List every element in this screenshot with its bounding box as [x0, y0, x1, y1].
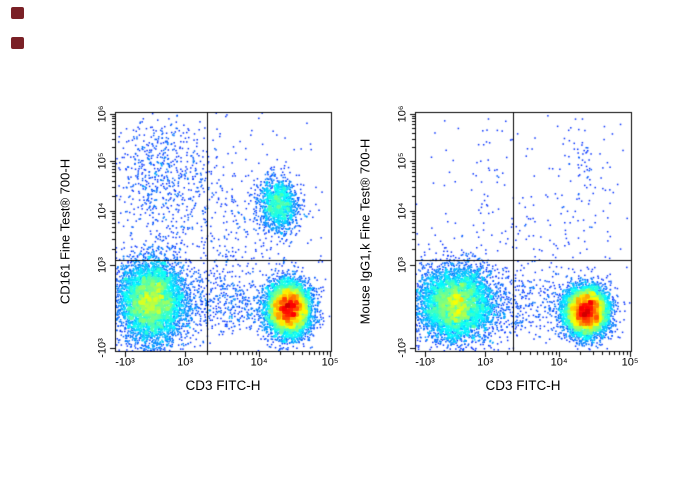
right-flow-plot: -10³ 10³ 10⁴ 10⁵ -10³ 10³ 10⁴ 10⁵ 10⁶ CD3 FITC-H… [358, 102, 642, 393]
right-scatter-canvas [405, 102, 642, 362]
left-x-axis-label: CD3 FITC-H [185, 378, 261, 393]
y-tick-label: 10⁵ [96, 152, 109, 170]
corner-mark-icon [11, 37, 24, 49]
right-x-axis-label: CD3 FITC-H [485, 378, 561, 393]
x-tick-label: 10⁵ [321, 356, 339, 369]
left-y-axis-label: CD161 Fine Test® 700-H [57, 158, 73, 305]
x-tick-label: 10⁴ [250, 356, 268, 369]
left-flow-plot: -10³ 10³ 10⁴ 10⁵ -10³ 10³ 10⁴ 10⁵ 10⁶ CD3 FITC-H… [58, 102, 342, 393]
y-tick-label: -10³ [396, 338, 409, 358]
left-scatter-canvas [105, 102, 342, 362]
right-y-axis-label: Mouse IgG1,k Fine Test® 700-H [357, 138, 373, 325]
x-tick-label: 10⁵ [621, 356, 639, 369]
y-tick-label: 10⁶ [396, 105, 409, 123]
x-tick-label: -10³ [415, 356, 435, 369]
y-tick-label: 10⁴ [96, 202, 109, 220]
corner-mark-icon [11, 7, 24, 19]
x-tick-label: 10³ [477, 356, 494, 369]
y-tick-label: 10⁴ [396, 202, 409, 220]
y-tick-label: -10³ [96, 338, 109, 358]
y-tick-label: 10³ [396, 256, 409, 273]
y-tick-label: 10³ [96, 256, 109, 273]
y-tick-label: 10⁶ [96, 105, 109, 123]
x-tick-label: 10⁴ [550, 356, 568, 369]
x-tick-label: -10³ [115, 356, 135, 369]
x-tick-label: 10³ [177, 356, 194, 369]
y-tick-label: 10⁵ [396, 152, 409, 170]
